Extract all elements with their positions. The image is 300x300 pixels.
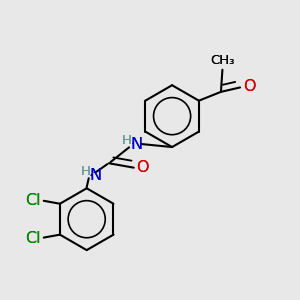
Text: O: O <box>136 160 148 175</box>
Text: N: N <box>89 168 101 183</box>
Text: H: H <box>122 134 132 147</box>
Text: Cl: Cl <box>26 193 41 208</box>
Text: O: O <box>243 79 255 94</box>
Text: CH₃: CH₃ <box>210 54 235 67</box>
Text: CH₃: CH₃ <box>210 54 235 67</box>
Bar <box>246 84 252 90</box>
Bar <box>133 142 140 148</box>
Text: N: N <box>89 168 101 183</box>
Text: N: N <box>130 137 142 152</box>
Text: N: N <box>130 137 142 152</box>
Text: Cl: Cl <box>26 231 41 246</box>
Text: O: O <box>243 79 255 94</box>
Text: H: H <box>81 165 91 178</box>
Text: Cl: Cl <box>26 193 41 208</box>
Text: Cl: Cl <box>26 231 41 246</box>
Text: O: O <box>136 160 148 175</box>
Text: H: H <box>122 134 132 147</box>
Bar <box>139 164 145 170</box>
Bar <box>92 173 98 179</box>
Text: H: H <box>81 165 91 178</box>
